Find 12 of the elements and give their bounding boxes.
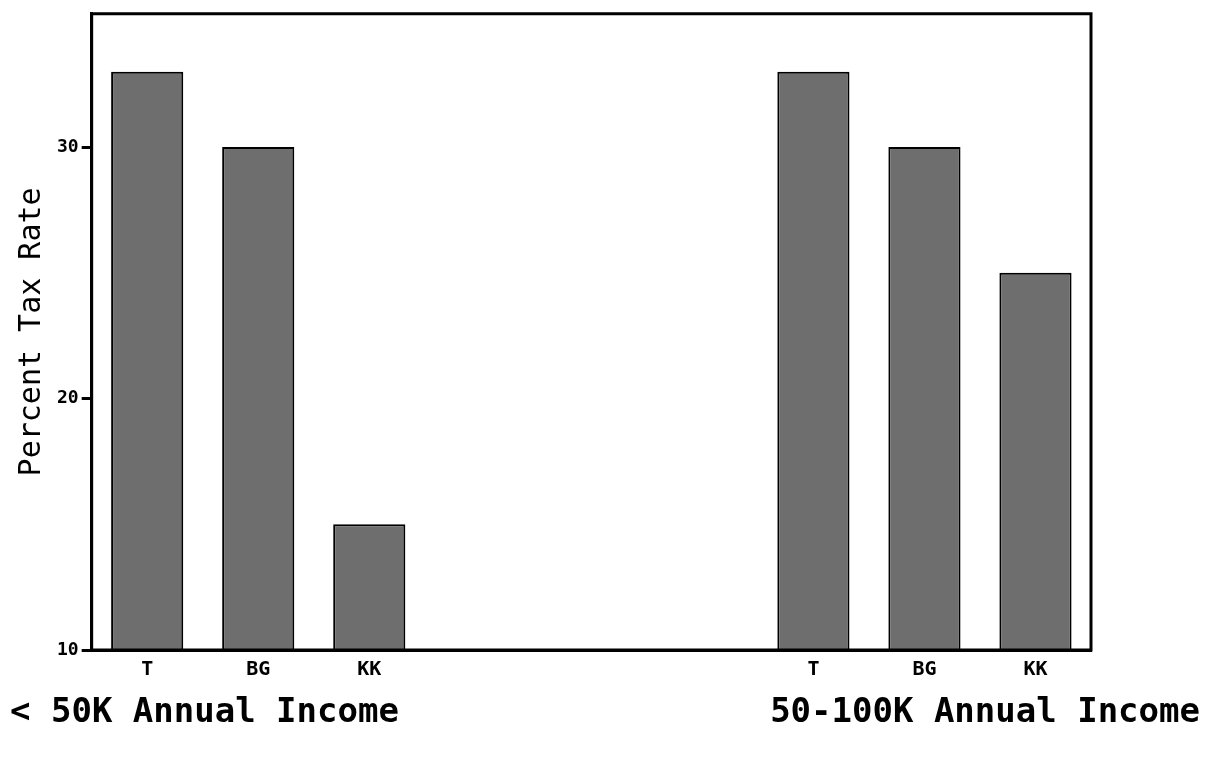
x-tick-label: T [807, 656, 820, 681]
y-tick-label: 30 [56, 134, 79, 156]
y-axis-title: Percent Tax Rate [11, 187, 47, 477]
x-tick-label: BG [912, 656, 937, 681]
x-tick-label: KK [1023, 656, 1048, 681]
x-tick-label: BG [246, 656, 271, 681]
x-tick-label: T [141, 656, 154, 681]
y-tick-label: 20 [56, 386, 79, 408]
y-tick-label: 10 [56, 637, 79, 659]
x-tick-label: KK [357, 656, 382, 681]
text: < 50K Annual Income [10, 690, 399, 730]
text: 50-100K Annual Income [770, 690, 1200, 730]
